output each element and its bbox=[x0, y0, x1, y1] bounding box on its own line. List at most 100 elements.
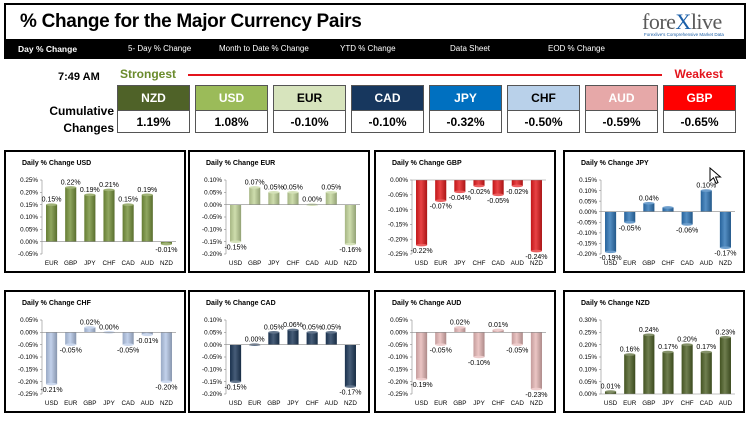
x-tick-label: USD bbox=[604, 260, 618, 267]
data-label: -0.04% bbox=[449, 195, 471, 202]
bar-aud bbox=[511, 180, 523, 186]
bar-eur bbox=[624, 211, 636, 223]
y-tick-label: -0.20% bbox=[577, 251, 597, 258]
bar-cap bbox=[141, 193, 153, 197]
bar-cap bbox=[605, 250, 617, 254]
logo-tagline: Forexlive's Comprehensive Market Data bbox=[644, 32, 724, 37]
y-tick-label: -0.25% bbox=[388, 391, 408, 398]
x-tick-label: GBP bbox=[248, 260, 261, 267]
bar-cap bbox=[306, 331, 318, 334]
bar-cap bbox=[454, 326, 466, 329]
y-tick-label: 0.05% bbox=[20, 317, 38, 324]
currency-box-chf: CHF -0.50% bbox=[507, 85, 580, 133]
chart-title: Daily % Change CAD bbox=[206, 300, 276, 307]
y-tick-label: 0.20% bbox=[20, 190, 38, 197]
y-tick-label: 0.05% bbox=[204, 190, 222, 197]
x-tick-label: GBP bbox=[83, 400, 96, 407]
x-tick-label: NZD bbox=[719, 260, 732, 267]
bar-cap bbox=[268, 191, 280, 194]
x-tick-label: JPY bbox=[268, 260, 280, 267]
currency-box-aud: AUD -0.59% bbox=[585, 85, 658, 133]
page-title: % Change for the Major Currency Pairs bbox=[20, 11, 362, 32]
bar-cap bbox=[700, 189, 712, 192]
chart-title: Daily % Change EUR bbox=[206, 160, 275, 167]
x-tick-label: AUD bbox=[511, 260, 525, 267]
data-label: 0.23% bbox=[715, 329, 735, 336]
tab-month-to-date-change[interactable]: Month to Date % Change bbox=[219, 44, 309, 53]
chart-panel-usd: Daily % Change USD -0.05% 0.00% 0.05% 0.10% 0… bbox=[4, 150, 186, 273]
tab-ytd-change[interactable]: YTD % Change bbox=[340, 44, 396, 53]
time-label: 7:49 AM bbox=[58, 71, 100, 83]
y-tick-label: -0.15% bbox=[202, 239, 222, 246]
bar-cad bbox=[492, 180, 504, 195]
x-tick-label: CAD bbox=[491, 260, 505, 267]
x-tick-label: CAD bbox=[700, 400, 714, 407]
y-tick-label: 0.00% bbox=[20, 239, 38, 246]
bar-cap bbox=[416, 243, 428, 247]
chart-panel-aud: Daily % Change AUD -0.25% -0.20% -0.15% -0.1… bbox=[374, 290, 556, 413]
bar-chf bbox=[306, 332, 318, 345]
bar-aud bbox=[719, 337, 731, 394]
x-tick-label: AUD bbox=[141, 400, 155, 407]
y-tick-label: 0.05% bbox=[20, 227, 38, 234]
tab-day-change[interactable]: Day % Change bbox=[18, 44, 78, 54]
x-tick-label: AUD bbox=[325, 400, 339, 407]
currency-name: AUD bbox=[586, 86, 657, 110]
x-tick-label: JPY bbox=[662, 400, 674, 407]
bar-cap bbox=[230, 240, 242, 243]
tab-eod-change[interactable]: EOD % Change bbox=[548, 44, 605, 53]
bar-nzd bbox=[530, 180, 542, 252]
x-tick-label: CHF bbox=[287, 260, 300, 267]
data-label: -0.05% bbox=[487, 198, 509, 205]
bar-cap bbox=[84, 193, 96, 197]
nav-bar: Day % Change 5- Day % Change Month to Da… bbox=[4, 41, 746, 59]
tab-data-sheet[interactable]: Data Sheet bbox=[450, 44, 491, 53]
bar-cap bbox=[141, 333, 153, 337]
y-tick-label: -0.25% bbox=[18, 391, 38, 398]
x-tick-label: EUR bbox=[623, 260, 637, 267]
y-tick-label: -0.05% bbox=[388, 192, 408, 199]
bar-cap bbox=[84, 326, 96, 329]
bar-gbp bbox=[643, 203, 655, 212]
data-label: 0.04% bbox=[639, 195, 659, 202]
x-tick-label: CHF bbox=[681, 400, 694, 407]
tab-5-day-change[interactable]: 5- Day % Change bbox=[128, 44, 192, 53]
currency-cumulative-value: -0.59% bbox=[586, 110, 657, 133]
bar-usd bbox=[416, 180, 428, 246]
logo-text-x: X bbox=[675, 9, 691, 34]
data-label: 0.01% bbox=[488, 322, 508, 329]
data-label: -0.24% bbox=[525, 254, 547, 261]
data-label: 0.00% bbox=[302, 197, 322, 204]
bar-gbp bbox=[268, 332, 280, 345]
currency-cumulative-value: -0.32% bbox=[430, 110, 501, 133]
cumulative-label-line-1: Cumulative bbox=[49, 104, 114, 118]
data-label: 0.17% bbox=[658, 344, 678, 351]
bar-cap bbox=[511, 184, 523, 188]
x-tick-label: JPY bbox=[473, 400, 485, 407]
x-tick-label: CHF bbox=[492, 400, 505, 407]
bar-chf bbox=[473, 180, 485, 186]
currency-name: USD bbox=[196, 86, 267, 110]
y-tick-label: 0.20% bbox=[579, 342, 597, 349]
bar-jpy bbox=[454, 180, 466, 192]
bar-cap bbox=[681, 343, 693, 346]
forexlive-logo[interactable]: foreXlive Forexlive's Comprehensive Mark… bbox=[642, 9, 734, 39]
bar-cap bbox=[65, 343, 77, 346]
x-tick-label: JPY bbox=[454, 260, 466, 267]
bar-cap bbox=[287, 328, 299, 332]
data-label: -0.05% bbox=[60, 348, 82, 355]
y-tick-label: 0.10% bbox=[204, 317, 222, 324]
bar-chart-nzd: Daily % Change NZD 0.00% 0.05% 0.10% 0.15% 0.… bbox=[579, 300, 735, 407]
x-tick-label: NZD bbox=[344, 260, 357, 267]
bar-chart-jpy: Daily % Change JPY -0.20% -0.15% -0.10% -0.0… bbox=[577, 160, 736, 267]
data-label: 0.07% bbox=[245, 179, 265, 186]
data-label: 0.21% bbox=[99, 182, 119, 189]
x-tick-label: AUD bbox=[719, 400, 733, 407]
bar-cad bbox=[122, 332, 134, 345]
bar-usd bbox=[605, 211, 617, 252]
bar-cap bbox=[160, 242, 172, 246]
x-tick-label: NZD bbox=[160, 260, 173, 267]
chart-title: Daily % Change CHF bbox=[22, 300, 92, 307]
y-tick-label: 0.00% bbox=[204, 342, 222, 349]
bar-chart-gbp: Daily % Change GBP -0.25% -0.20% -0.15% -0.1… bbox=[388, 160, 547, 267]
